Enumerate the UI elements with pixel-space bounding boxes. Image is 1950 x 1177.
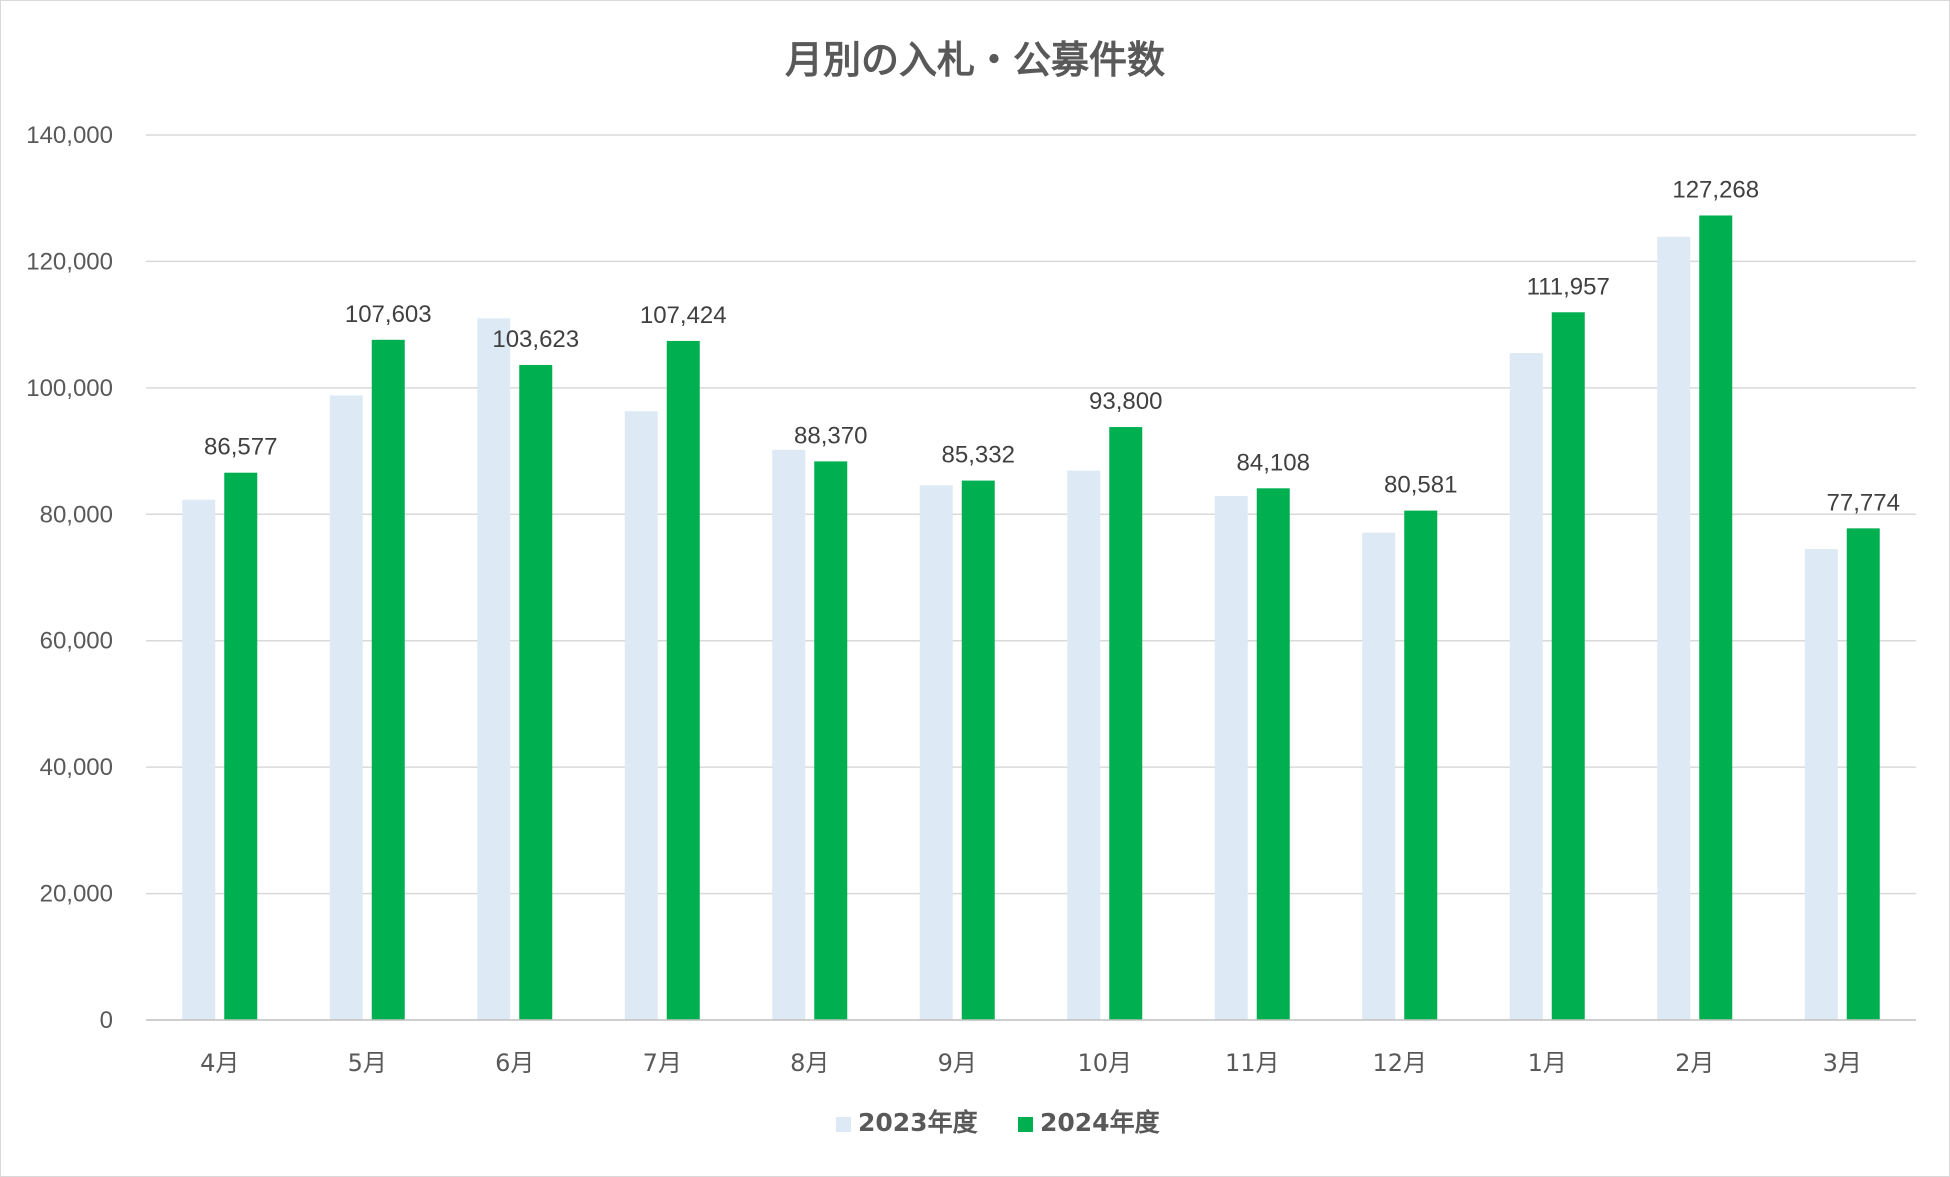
bar-series1	[919, 485, 953, 1020]
data-label: 107,603	[345, 301, 432, 328]
bar-series2	[1699, 215, 1733, 1020]
x-tick-label: 10月	[1077, 1049, 1132, 1077]
bar-series2	[961, 480, 995, 1021]
y-tick-label: 120,000	[26, 248, 113, 275]
data-label: 103,623	[492, 326, 579, 353]
data-label: 85,332	[942, 442, 1015, 469]
bar-series2	[1404, 510, 1438, 1020]
data-label: 93,800	[1089, 388, 1162, 415]
bar-series1	[329, 395, 363, 1020]
data-label: 84,108	[1237, 449, 1310, 476]
bar-series1	[1657, 236, 1691, 1020]
legend-swatch	[836, 1117, 851, 1132]
data-label: 127,268	[1672, 176, 1759, 203]
y-tick-label: 100,000	[26, 375, 113, 402]
bar-series2	[371, 339, 405, 1021]
legend: 2023年度 2024年度	[836, 1108, 1160, 1137]
x-tick-label: 2月	[1675, 1049, 1714, 1077]
y-tick-label: 80,000	[40, 501, 113, 528]
legend-swatch	[1018, 1117, 1033, 1132]
data-labels: 86,577 107,603 103,623 107,424 88,370 85,332 9…	[204, 176, 1900, 516]
x-tick-label: 3月	[1823, 1049, 1862, 1077]
bar-series1	[1067, 470, 1101, 1020]
bar-series1	[1362, 532, 1396, 1020]
legend-label: 2024年度	[1040, 1108, 1160, 1137]
bar-series1	[1509, 353, 1543, 1020]
x-tick-label: 9月	[938, 1049, 977, 1077]
y-tick-label: 40,000	[40, 754, 113, 781]
bar-series2	[519, 364, 553, 1021]
bar-series2	[1551, 312, 1585, 1020]
data-label: 77,774	[1827, 489, 1900, 516]
legend-label: 2023年度	[858, 1108, 978, 1137]
x-tick-label: 5月	[348, 1049, 387, 1077]
bar-series1	[624, 411, 658, 1020]
bar-series2	[814, 461, 848, 1020]
bar-series2	[666, 340, 700, 1020]
bar-series1	[182, 499, 216, 1020]
x-tick-label: 7月	[643, 1049, 682, 1077]
bar-series2	[1846, 528, 1880, 1020]
gridlines	[146, 134, 1916, 895]
y-tick-label: 0	[100, 1007, 113, 1034]
bar-series2	[224, 472, 258, 1020]
x-tick-label: 6月	[495, 1049, 534, 1077]
data-label: 111,957	[1527, 273, 1610, 300]
data-label: 88,370	[794, 422, 867, 449]
data-label: 80,581	[1384, 472, 1457, 499]
data-label: 107,424	[640, 302, 727, 329]
bar-series1	[1214, 495, 1248, 1020]
bar-series2	[1109, 427, 1143, 1020]
bars	[182, 215, 1880, 1021]
x-tick-label: 4月	[200, 1049, 239, 1077]
bar-series2	[1256, 488, 1290, 1021]
x-tick-label: 12月	[1372, 1049, 1427, 1077]
x-tick-label: 1月	[1528, 1049, 1567, 1077]
y-tick-label: 60,000	[40, 628, 113, 655]
y-tick-label: 140,000	[26, 122, 113, 149]
bar-series1	[477, 318, 511, 1021]
y-axis-ticks: 0 20,000 40,000 60,000 80,000 100,000 120,000 1…	[26, 122, 113, 1034]
data-label: 86,577	[204, 434, 277, 461]
y-tick-label: 20,000	[40, 881, 113, 908]
chart-title: 月別の入札・公募件数	[785, 38, 1165, 82]
x-tick-label: 11月	[1225, 1049, 1280, 1077]
bar-series1	[772, 449, 806, 1020]
x-tick-label: 8月	[790, 1049, 829, 1077]
x-axis-ticks: 4月 5月 6月 7月 8月 9月 10月 11月 12月 1月 2月 3月	[200, 1049, 1862, 1077]
bar-series1	[1804, 549, 1838, 1020]
